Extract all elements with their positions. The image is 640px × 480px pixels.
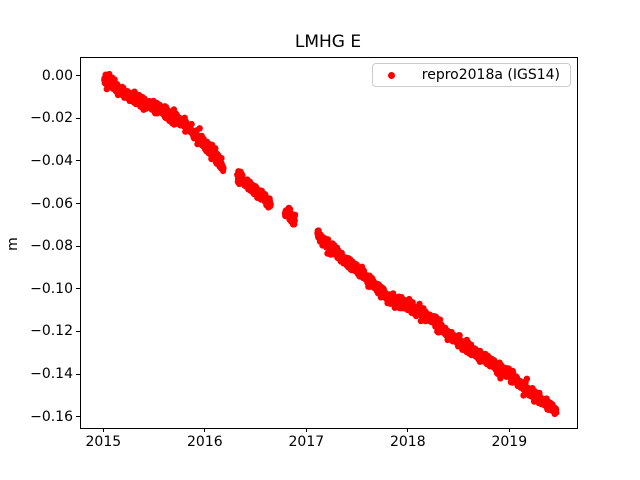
- y-tick-label: −0.12: [30, 323, 73, 340]
- x-tick-label: 2018: [389, 434, 426, 451]
- y-tick-label: −0.10: [30, 280, 73, 297]
- y-tick-label: 0.00: [41, 67, 73, 84]
- legend-label: repro2018a (IGS14): [421, 67, 560, 83]
- y-tick-label: −0.16: [30, 408, 73, 425]
- legend-marker-dot: [387, 71, 395, 79]
- y-axis-label: m: [5, 237, 21, 251]
- x-tick-label: 2016: [187, 434, 223, 451]
- x-tick-label: 2019: [491, 434, 528, 451]
- plot-area: repro2018a (IGS14): [80, 57, 578, 429]
- y-tick-label: −0.02: [30, 110, 73, 127]
- scatter-series: [101, 70, 560, 417]
- legend: repro2018a (IGS14): [371, 63, 571, 87]
- scatter-points-layer: [101, 70, 560, 417]
- y-tick-label: −0.04: [30, 152, 73, 169]
- y-tick-label: −0.06: [30, 195, 73, 212]
- y-tick-label: −0.14: [30, 366, 73, 383]
- x-tick-label: 2017: [288, 434, 325, 451]
- x-tick-label: 2015: [85, 434, 122, 451]
- chart-title: LMHG E: [294, 32, 362, 52]
